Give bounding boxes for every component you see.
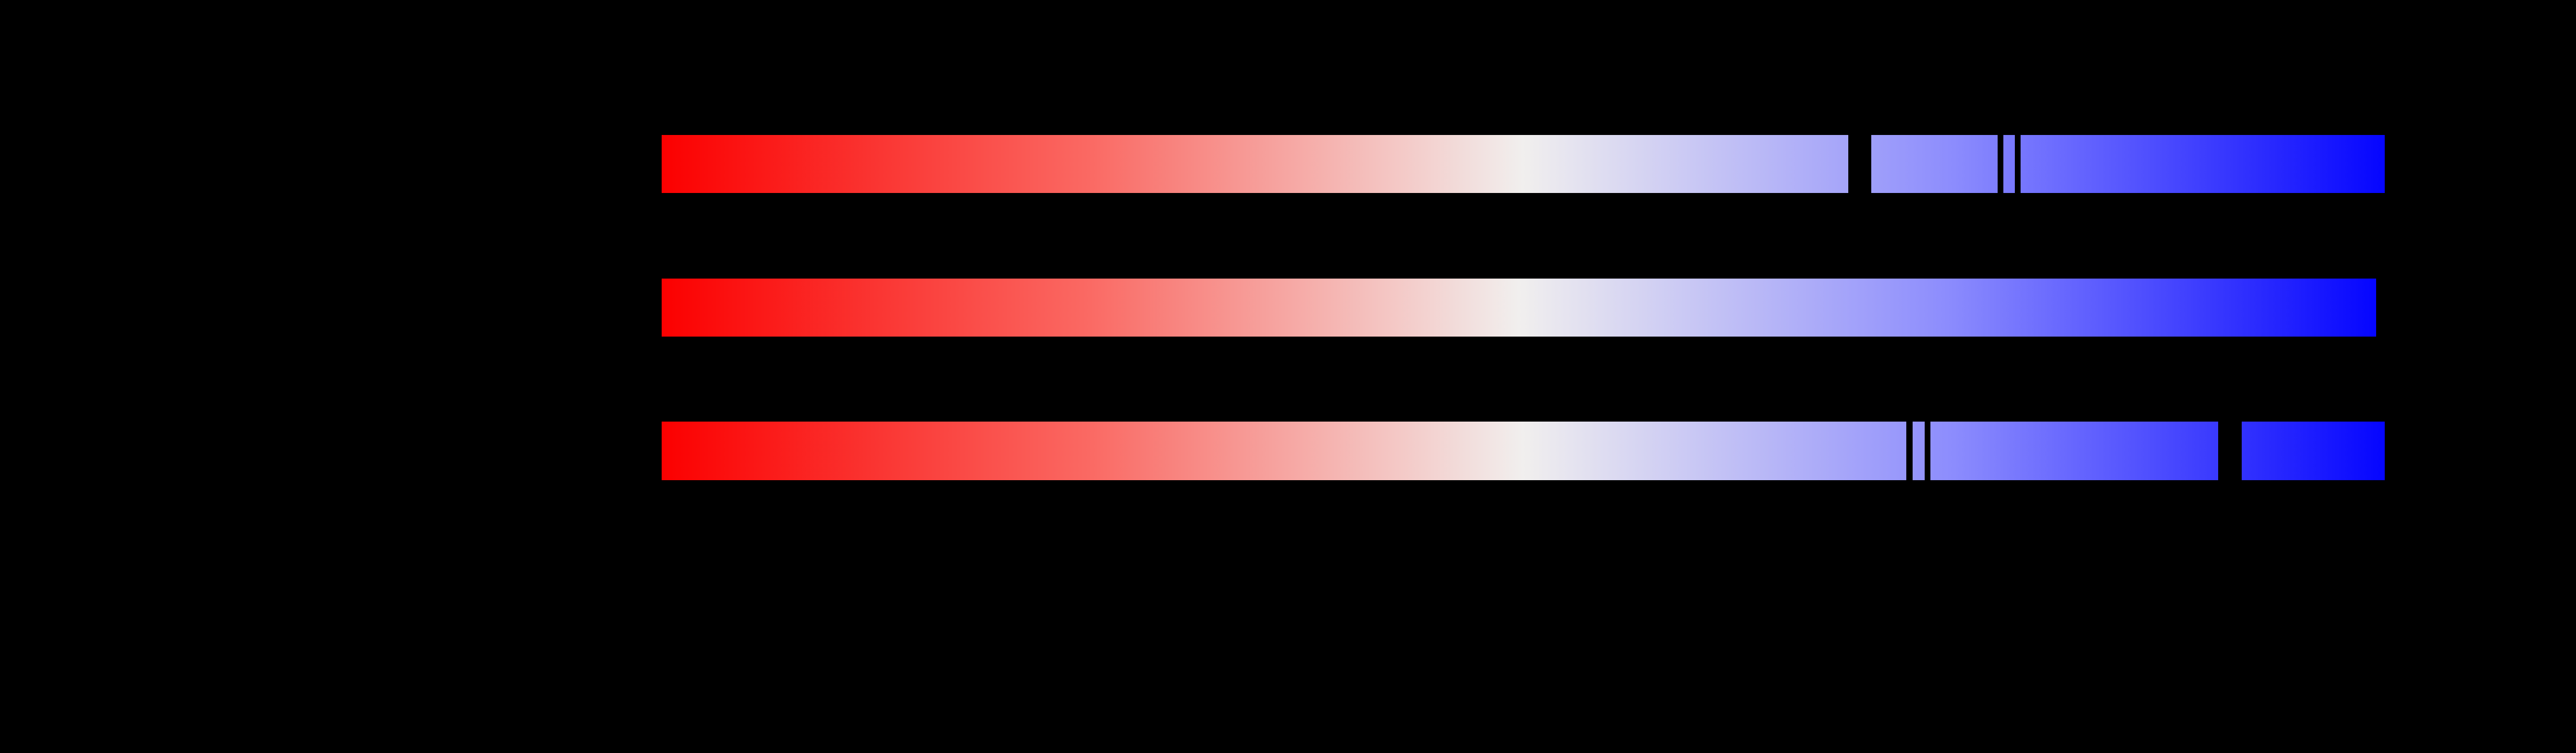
colorbar-1-mark xyxy=(2015,135,2021,193)
colorbar-3-mark xyxy=(1906,422,1913,480)
colorbar-3-mark xyxy=(2218,422,2242,480)
colorbar-3 xyxy=(662,422,2385,480)
colorbar-1-mark xyxy=(1998,135,2003,193)
colorbar-3-mark xyxy=(1925,422,1930,480)
colorbar-2 xyxy=(662,279,2376,337)
colorbar-1 xyxy=(662,135,2385,193)
colorbar-1-mark xyxy=(1848,135,1871,193)
